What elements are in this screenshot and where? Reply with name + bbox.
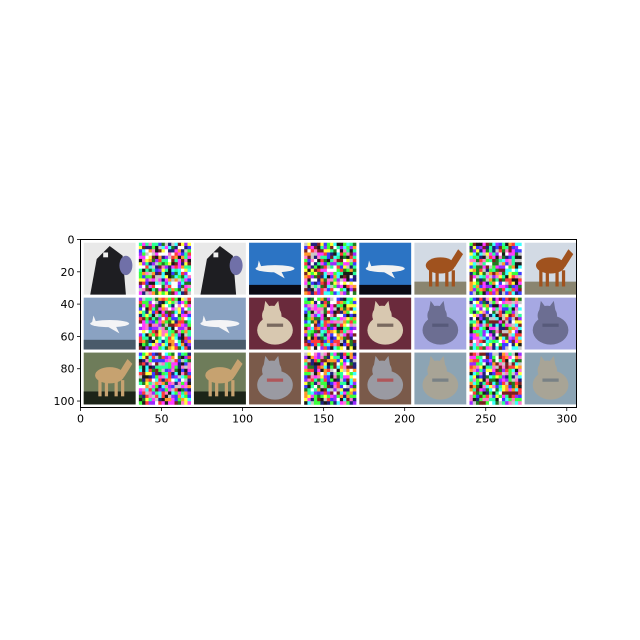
airplane-image-tile [84,298,136,350]
airplane-image-tile [359,243,411,295]
y-tick-label: 100 [54,395,75,408]
y-tick-label: 40 [61,298,75,311]
axes: 0 50 100 150 200 250 300 0 20 40 60 80 100 [54,234,578,426]
horse-image-tile [194,353,246,405]
cat-image-tile [414,353,466,405]
horse-image-tile [525,243,577,295]
noise-tile [304,298,356,350]
cat-image-tile [525,298,577,350]
y-tick-label: 60 [61,330,75,343]
x-tick-label: 50 [155,413,169,426]
noise-tile [139,298,191,350]
x-tick-label: 150 [313,413,334,426]
y-tick-label: 0 [68,234,75,247]
noise-tile [139,353,191,405]
x-tick-label: 200 [394,413,415,426]
airplane-image-tile [194,298,246,350]
cat-image-tile [414,298,466,350]
horse-image-tile [84,353,136,405]
x-tick-label: 0 [77,413,84,426]
noise-tile [139,243,191,295]
cow-image-tile [194,243,246,295]
noise-tile [470,353,522,405]
y-tick-label: 20 [61,266,75,279]
x-tick-label: 250 [475,413,496,426]
horse-image-tile [414,243,466,295]
cat-image-tile [525,353,577,405]
x-tick-label: 300 [556,413,577,426]
noise-tile [470,243,522,295]
image-tiles [84,243,577,405]
noise-tile [304,353,356,405]
cat-image-tile [249,353,301,405]
cat-image-tile [249,298,301,350]
cat-image-tile [359,353,411,405]
y-tick-label: 80 [61,363,75,376]
cow-image-tile [84,243,136,295]
noise-tile [304,243,356,295]
noise-tile [470,298,522,350]
airplane-image-tile [249,243,301,295]
cat-image-tile [359,298,411,350]
x-tick-label: 100 [232,413,253,426]
